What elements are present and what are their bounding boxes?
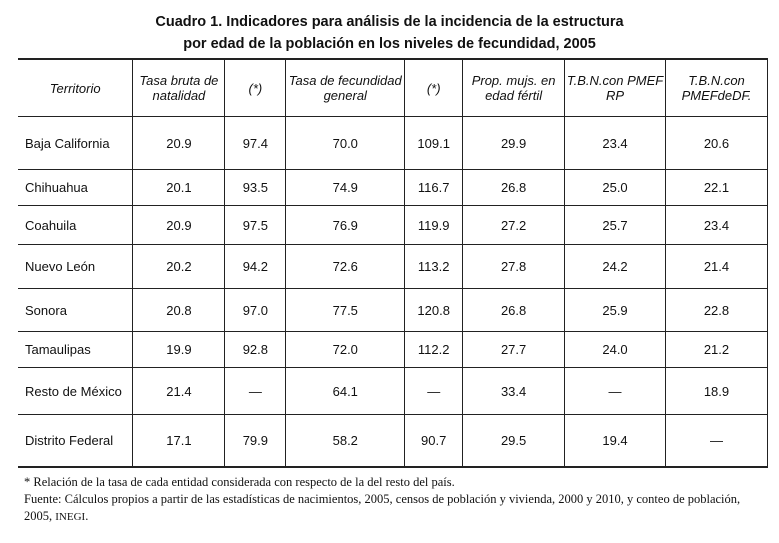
column-header: (*) [404,58,464,117]
table-row: Chihuahua 20.1 93.5 74.9 116.7 26.8 25.0 22.1 [18,169,769,206]
value-cell: 25.9 [564,288,666,332]
title-line-2: por edad de la población en los niveles … [183,36,596,52]
value-cell: 21.4 [132,367,226,415]
table-row: Resto de México 21.4—64.1—33.4—18.9 [18,367,769,415]
column-header: Tasa de fecundidad general [285,58,406,117]
territory-cell: Chihuahua [18,169,134,206]
value-cell: 23.4 [564,116,666,170]
value-cell: 20.8 [132,288,226,332]
value-cell: 25.7 [564,205,666,245]
value-cell: 74.9 [285,169,406,206]
territory-cell: Tamaulipas [18,331,134,368]
title-line-1: Cuadro 1. Indicadores para análisis de l… [155,14,624,30]
footnote-source: Fuente: Cálculos propios a partir de las… [24,492,741,523]
value-cell: 29.9 [462,116,566,170]
value-cell: 120.8 [404,288,464,332]
value-cell: 26.8 [462,288,566,332]
territory-cell: Baja California [18,116,134,170]
value-cell: 90.7 [404,414,464,467]
territory-cell: Coahuila [18,205,134,245]
column-header: Prop. mujs. en edad fértil [462,58,566,117]
value-cell: 17.1 [132,414,226,467]
table-row: Distrito Federal 17.1 79.9 58.2 90.7 29.5 19.4… [18,414,769,467]
territory-cell: Resto de México [18,367,134,415]
value-cell: 19.4 [564,414,666,467]
value-cell: 20.9 [132,205,226,245]
value-cell: 72.0 [285,331,406,368]
header-row: Territorio Tasa bruta de natalidad (*) Tasa… [18,58,769,117]
value-cell: 21.2 [664,331,769,368]
column-header: T.B.N.con PMEFdeDF. [664,58,769,117]
value-cell: 64.1 [285,367,406,415]
table-row: Coahuila 20.9 97.5 76.9 119.9 27.2 25.7 23.4 [18,205,769,245]
value-cell: 26.8 [462,169,566,206]
value-cell: 29.5 [462,414,566,467]
value-cell: 58.2 [285,414,406,467]
value-cell: — [564,367,666,415]
table-row: Nuevo León 20.2 94.2 72.6 113.2 27.8 24.2 21.4 [18,244,769,289]
footnotes: * Relación de la tasa de cada entidad co… [24,474,769,526]
value-cell: — [404,367,464,415]
value-cell: 70.0 [285,116,406,170]
value-cell: 93.5 [224,169,287,206]
column-header: Territorio [18,58,134,117]
value-cell: 20.6 [664,116,769,170]
value-cell: 109.1 [404,116,464,170]
column-header: (*) [224,58,287,117]
value-cell: 18.9 [664,367,769,415]
value-cell: — [664,414,769,467]
table-row: Sonora 20.8 97.0 77.5 120.8 26.8 25.9 22.8 [18,288,769,332]
value-cell: 77.5 [285,288,406,332]
value-cell: 119.9 [404,205,464,245]
value-cell: 72.6 [285,244,406,289]
data-table: Territorio Tasa bruta de natalidad (*) Tasa… [18,58,769,468]
table-row: Tamaulipas 19.9 92.8 72.0 112.2 27.7 24.0 21.2 [18,331,769,368]
value-cell: 112.2 [404,331,464,368]
value-cell: 94.2 [224,244,287,289]
value-cell: 20.1 [132,169,226,206]
table-row: Baja California 20.9 97.4 70.0 109.1 29.9 23.4… [18,116,769,170]
value-cell: 22.1 [664,169,769,206]
value-cell: 27.7 [462,331,566,368]
value-cell: 19.9 [132,331,226,368]
value-cell: 22.8 [664,288,769,332]
value-cell: 97.0 [224,288,287,332]
column-header: Tasa bruta de natalidad [132,58,226,117]
value-cell: 76.9 [285,205,406,245]
value-cell: 92.8 [224,331,287,368]
table-title: Cuadro 1. Indicadores para análisis de l… [0,11,779,55]
value-cell: 113.2 [404,244,464,289]
territory-cell: Nuevo León [18,244,134,289]
value-cell: 97.5 [224,205,287,245]
territory-cell: Sonora [18,288,134,332]
value-cell: — [224,367,287,415]
value-cell: 97.4 [224,116,287,170]
value-cell: 20.2 [132,244,226,289]
value-cell: 24.0 [564,331,666,368]
value-cell: 33.4 [462,367,566,415]
footnote-note: * Relación de la tasa de cada entidad co… [24,475,455,489]
value-cell: 79.9 [224,414,287,467]
value-cell: 24.2 [564,244,666,289]
value-cell: 25.0 [564,169,666,206]
value-cell: 20.9 [132,116,226,170]
column-header: T.B.N.con PMEF RP [564,58,666,117]
value-cell: 27.2 [462,205,566,245]
value-cell: 23.4 [664,205,769,245]
territory-cell: Distrito Federal [18,414,134,467]
value-cell: 21.4 [664,244,769,289]
value-cell: 27.8 [462,244,566,289]
value-cell: 116.7 [404,169,464,206]
